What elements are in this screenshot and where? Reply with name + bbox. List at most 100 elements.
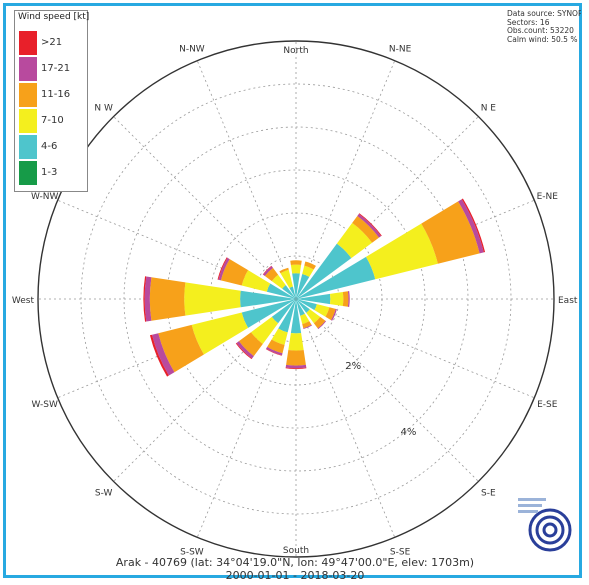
wind-bar-segment [278, 299, 296, 333]
direction-label: N W [94, 104, 113, 114]
wind-bar-segment [265, 348, 283, 356]
wind-bar-segment [290, 264, 302, 274]
wind-bar-segment [271, 328, 288, 345]
info-calm: Calm wind: 50.5 % [507, 35, 578, 44]
legend-title: Wind speed [kt] [18, 12, 90, 22]
legend-label: 17-21 [41, 63, 71, 74]
wind-bar-segment [300, 313, 310, 325]
ring-label: 2% [345, 361, 361, 372]
wind-bar-segment [266, 346, 283, 356]
wind-bar-segment [421, 201, 480, 264]
wind-bar-segment [458, 199, 484, 254]
grid-spoke [295, 298, 479, 482]
wind-bar-segment [191, 312, 249, 355]
legend-item: >21 [19, 31, 85, 55]
wind-bar-segment [296, 293, 331, 305]
wind-bar-segment [152, 333, 175, 376]
direction-label: West [12, 296, 35, 306]
wind-bar-segment [296, 256, 376, 299]
grid-spoke [196, 60, 297, 300]
wind-bar-segment [330, 308, 337, 321]
direction-label: E-SE [537, 400, 558, 410]
wind-bar-segment [238, 332, 263, 357]
direction-label: North [283, 46, 308, 56]
bar-group [143, 198, 486, 377]
legend-swatch [19, 135, 37, 159]
wind-bar-segment [271, 274, 286, 289]
grid-spoke [196, 298, 297, 538]
legend-item: 11-16 [19, 83, 85, 107]
wind-bar-segment [317, 320, 327, 330]
legend-swatch [19, 83, 37, 107]
grid-spoke [113, 116, 297, 300]
grid-spoke [295, 298, 396, 538]
wind-bar-segment [296, 299, 305, 316]
organization-logo-icon [518, 498, 572, 552]
info-obs-count: Obs.count: 53220 [507, 27, 574, 35]
direction-label: N-NW [179, 45, 205, 55]
legend-swatch [19, 161, 37, 185]
info-box: Data source: SYNOP Sectors: 16 Obs.count… [507, 10, 581, 44]
grid-spoke [57, 298, 297, 399]
wind-bar-segment [306, 309, 321, 324]
legend-label: >21 [41, 37, 63, 48]
legend-label: 1-3 [41, 167, 58, 178]
wind-bar-segment [352, 215, 380, 243]
direction-label: South [283, 546, 309, 556]
grid-spoke [295, 298, 535, 399]
wind-bar-segment [271, 299, 296, 324]
wind-bar-segment [143, 276, 147, 322]
wind-bar-segment [279, 267, 289, 274]
direction-label: W-SW [32, 400, 58, 410]
grid-spoke [113, 298, 297, 482]
wind-bar-segment [289, 286, 296, 299]
info-sectors: Sectors: 16 [507, 18, 550, 27]
wind-bar-segment [292, 273, 300, 299]
wind-bar-segment [313, 316, 326, 329]
spoke-group [38, 41, 554, 557]
wind-bar-segment [285, 367, 307, 370]
wind-bar-segment [296, 299, 310, 313]
wind-bar-segment [336, 222, 373, 259]
caption-station: Arak - 40769 (lat: 34°04'19.0"N, lon: 49… [115, 556, 475, 569]
wind-bar-segment [263, 266, 274, 277]
wind-bar-segment [286, 350, 306, 366]
wind-bar-segment [357, 213, 382, 238]
wind-bar-segment [296, 243, 352, 299]
legend-item: 4-6 [19, 135, 85, 159]
wind-bar-segment [149, 277, 186, 321]
ring-label-group: 2% 4% [345, 361, 416, 438]
wind-bar-segment [290, 299, 302, 334]
wind-bar-segment [303, 324, 312, 330]
caption-period: 2000-01-01 - 2018-03-20 [225, 569, 365, 582]
wind-bar-segment [241, 270, 271, 292]
direction-label: S-SE [390, 547, 411, 557]
wind-bar-segment [358, 213, 382, 237]
info-source: Data source: SYNOP [507, 10, 581, 18]
wind-bar-segment [290, 260, 302, 265]
direction-label: S-SW [180, 547, 204, 557]
wind-bar-segment [296, 299, 317, 311]
legend-label: 11-16 [41, 89, 71, 100]
outer-ring [37, 40, 555, 558]
grid-spoke [57, 199, 297, 300]
wind-bar-segment [365, 223, 438, 280]
legend-swatch [19, 109, 37, 133]
wind-bar-segment [262, 265, 272, 275]
legend-item: 1-3 [19, 161, 85, 185]
wind-bar-segment [296, 273, 310, 299]
wind-bar-segment [144, 276, 152, 322]
wind-bar-segment [218, 257, 230, 281]
wind-bar-segment [314, 304, 330, 317]
wind-bar-segment [220, 259, 249, 286]
direction-label: E-NE [537, 192, 559, 202]
wind-bar-segment [325, 307, 336, 321]
legend-item: 17-21 [19, 57, 85, 81]
direction-label: S-E [481, 488, 496, 498]
wind-bar-segment [149, 334, 169, 377]
legend-swatch [19, 57, 37, 81]
wind-bar-segment [236, 341, 254, 359]
wind-bar-segment [330, 291, 344, 307]
wind-bar-segment [280, 269, 293, 288]
